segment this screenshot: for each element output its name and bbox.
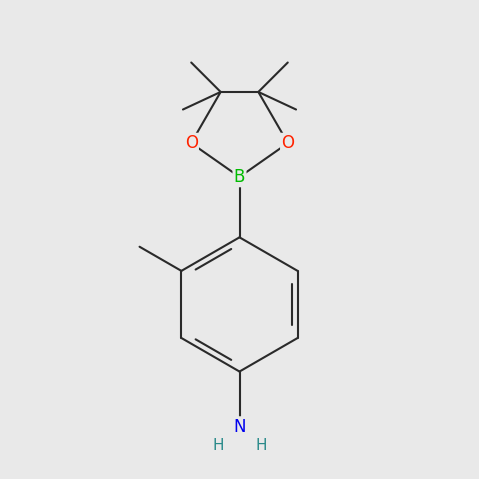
Text: B: B [234, 168, 245, 186]
Text: O: O [281, 134, 295, 152]
Text: N: N [233, 418, 246, 435]
Text: O: O [184, 134, 198, 152]
Text: H: H [255, 438, 267, 453]
Text: H: H [212, 438, 224, 453]
